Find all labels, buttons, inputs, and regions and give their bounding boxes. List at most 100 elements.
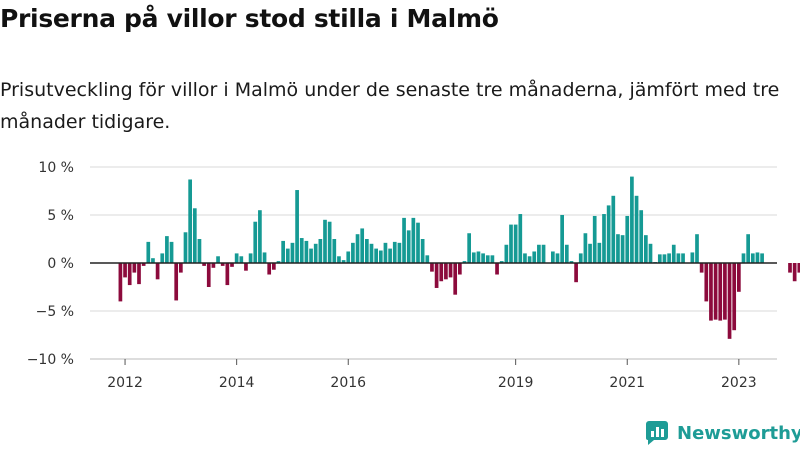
x-tick-label: 2012 bbox=[107, 375, 143, 391]
bar bbox=[146, 241, 151, 263]
bar bbox=[732, 263, 737, 331]
bar bbox=[365, 239, 369, 263]
bar bbox=[453, 263, 458, 295]
bar bbox=[462, 261, 467, 263]
bar bbox=[411, 217, 416, 263]
bar bbox=[285, 248, 290, 263]
bar bbox=[741, 253, 746, 263]
bar bbox=[704, 263, 709, 302]
bar bbox=[197, 239, 202, 263]
bar bbox=[602, 214, 606, 263]
bar bbox=[192, 208, 197, 263]
bar bbox=[657, 254, 662, 263]
labels: 10 % 5 % 0 % −5 % −10 % 2012 2014 2016 2019 2021 2… bbox=[27, 160, 757, 391]
bar bbox=[309, 248, 313, 263]
bar bbox=[313, 243, 318, 263]
bar bbox=[574, 263, 578, 283]
bar bbox=[532, 251, 537, 263]
bar bbox=[648, 243, 653, 263]
bar bbox=[551, 251, 555, 263]
bar bbox=[458, 263, 462, 275]
bar bbox=[541, 244, 546, 263]
bar bbox=[151, 258, 155, 263]
y-tick-label: −5 % bbox=[36, 304, 74, 320]
bar bbox=[304, 240, 309, 263]
bar bbox=[369, 243, 374, 263]
bar bbox=[792, 263, 797, 282]
bar bbox=[188, 179, 192, 263]
bar bbox=[555, 253, 560, 263]
bar bbox=[611, 195, 616, 263]
bar bbox=[248, 253, 253, 263]
bar bbox=[444, 263, 448, 280]
bar bbox=[467, 233, 471, 263]
bar bbox=[388, 248, 392, 263]
bar bbox=[295, 190, 299, 263]
bar bbox=[630, 176, 634, 263]
bar bbox=[523, 253, 527, 263]
newsworthy-logo: Newsworthy bbox=[644, 420, 800, 446]
bar bbox=[355, 234, 360, 263]
bar bbox=[160, 253, 165, 263]
bar bbox=[118, 263, 123, 302]
bar bbox=[746, 234, 750, 263]
bar bbox=[290, 242, 295, 263]
bar bbox=[737, 263, 741, 292]
newsworthy-logo-text: Newsworthy bbox=[677, 422, 800, 444]
bar bbox=[695, 234, 699, 263]
bar bbox=[397, 242, 402, 263]
bar bbox=[439, 263, 444, 282]
bar bbox=[676, 253, 681, 263]
bar bbox=[527, 256, 532, 263]
bar bbox=[323, 219, 327, 263]
bar bbox=[583, 233, 588, 263]
bar bbox=[327, 221, 332, 263]
bar bbox=[564, 244, 569, 263]
bar bbox=[713, 263, 718, 320]
bar bbox=[211, 263, 216, 268]
bar bbox=[578, 253, 583, 263]
bar bbox=[276, 261, 281, 263]
bar bbox=[239, 256, 244, 263]
bar bbox=[378, 250, 383, 263]
bar bbox=[267, 263, 272, 275]
chart-title: Priserna på villor stod stilla i Malmö bbox=[0, 4, 499, 33]
bar bbox=[727, 263, 732, 339]
bar bbox=[220, 263, 225, 266]
bar bbox=[406, 230, 411, 263]
bar bbox=[281, 240, 285, 263]
bar bbox=[165, 236, 169, 263]
y-tick-label: 0 % bbox=[47, 256, 74, 272]
bar bbox=[625, 215, 630, 263]
chart-subtitle: Prisutveckling för villor i Malmö under … bbox=[0, 79, 780, 133]
bar bbox=[253, 221, 258, 263]
y-tick-label: 10 % bbox=[38, 160, 74, 176]
bar bbox=[588, 243, 592, 263]
bar bbox=[183, 232, 188, 263]
bar bbox=[332, 239, 337, 263]
bar bbox=[495, 263, 499, 275]
bar bbox=[402, 217, 406, 263]
bar bbox=[639, 210, 644, 263]
bar bbox=[569, 261, 574, 263]
bar bbox=[690, 252, 695, 263]
bar bbox=[513, 224, 518, 263]
bar bbox=[416, 222, 420, 263]
bar bbox=[671, 244, 676, 263]
bar bbox=[137, 263, 141, 285]
bar bbox=[174, 263, 179, 301]
bar bbox=[230, 263, 234, 267]
bar bbox=[346, 251, 351, 263]
bar bbox=[360, 228, 365, 263]
bar bbox=[718, 263, 723, 321]
bar bbox=[448, 263, 453, 278]
bar bbox=[216, 256, 220, 263]
axes bbox=[90, 262, 777, 365]
bar bbox=[206, 263, 211, 287]
bar bbox=[699, 263, 704, 273]
bar bbox=[430, 263, 434, 272]
bar bbox=[634, 195, 639, 263]
bar bbox=[644, 235, 648, 263]
bar bbox=[169, 241, 174, 263]
